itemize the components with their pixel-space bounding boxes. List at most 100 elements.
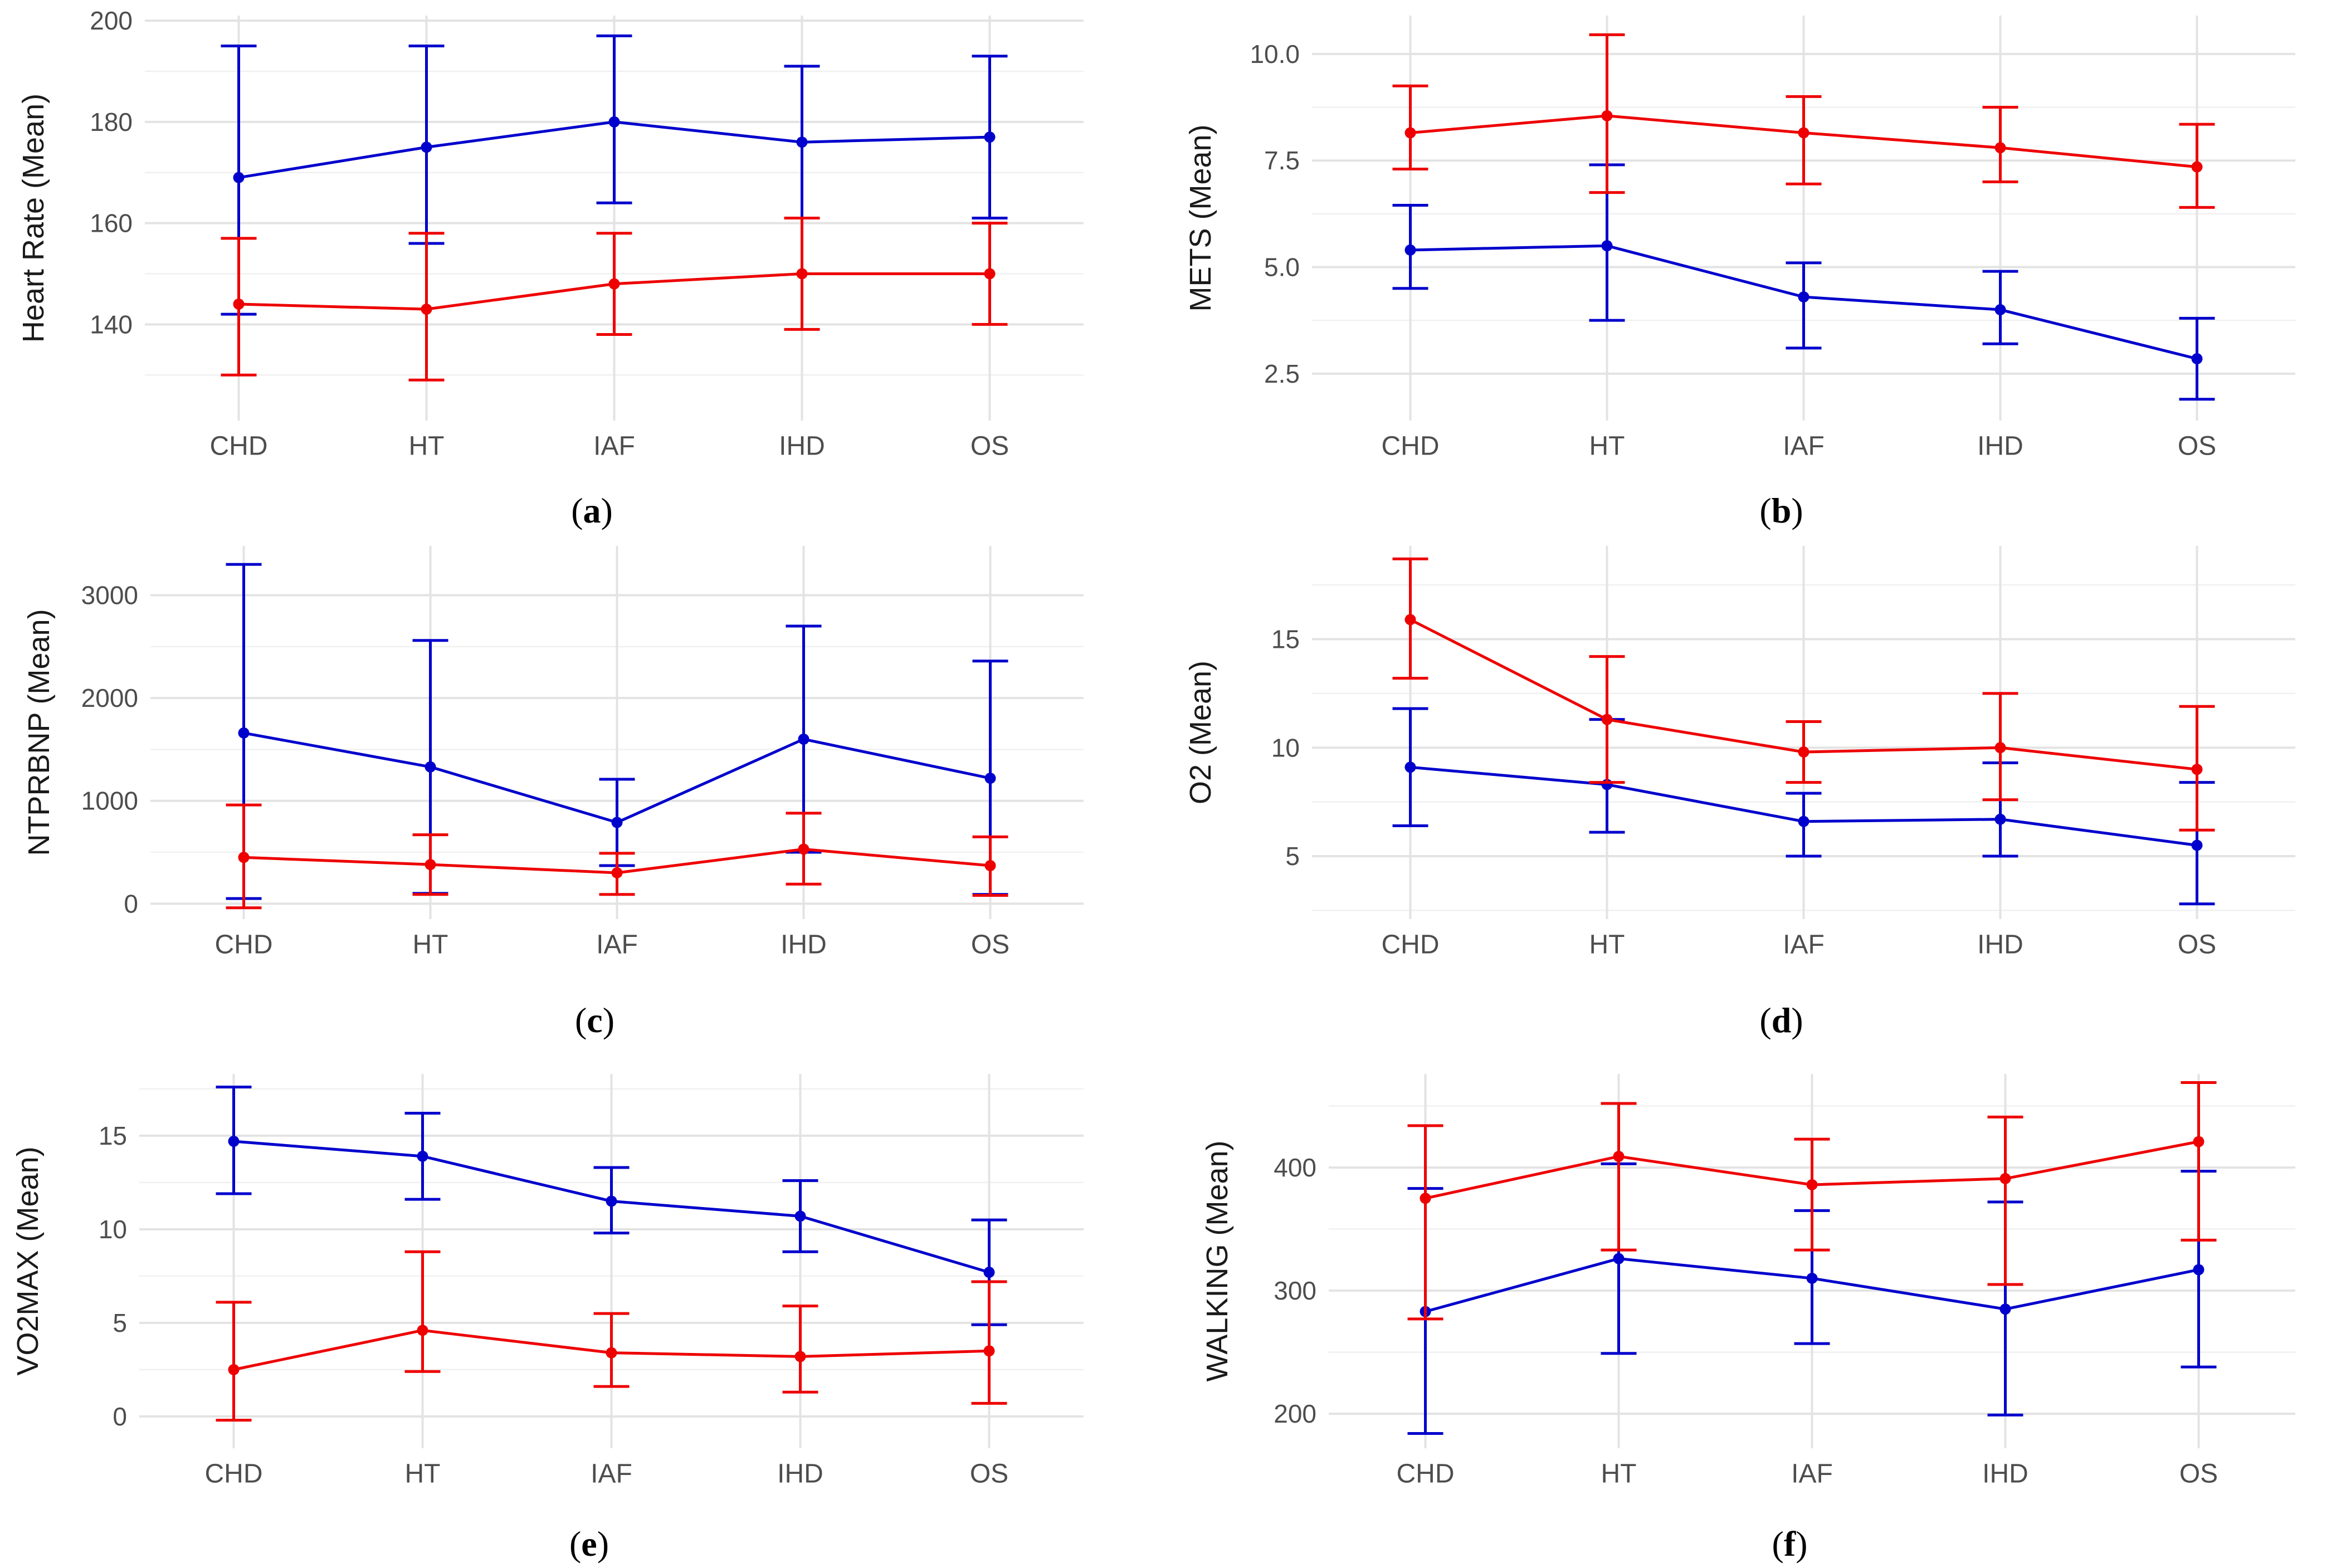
- y-axis-title: METS (Mean): [1184, 124, 1217, 311]
- data-point: [1994, 304, 2006, 316]
- data-point: [233, 172, 245, 183]
- x-tick-label: HT: [1601, 1459, 1637, 1489]
- y-tick-label: 1000: [81, 787, 138, 815]
- series-red: [226, 803, 1008, 910]
- y-tick-label: 400: [1274, 1153, 1316, 1182]
- data-point: [983, 1345, 995, 1357]
- x-tick-label: OS: [970, 1459, 1008, 1489]
- data-point: [1404, 614, 1416, 626]
- x-tick-label: IAF: [1791, 1459, 1833, 1489]
- x-tick-label: IHD: [1982, 1459, 2028, 1489]
- x-tick-label: IAF: [1783, 432, 1825, 461]
- x-tick-label: IAF: [596, 930, 638, 960]
- panel-caption-letter: f: [1783, 1524, 1796, 1564]
- y-tick-label: 2.5: [1264, 359, 1300, 388]
- data-point: [1806, 1179, 1818, 1190]
- y-tick-label: 15: [1271, 625, 1300, 654]
- y-tick-label: 5: [113, 1308, 127, 1337]
- y-tick-label: 2000: [81, 683, 138, 712]
- x-tick-label: IHD: [1977, 930, 2023, 960]
- y-tick-label: 10: [99, 1215, 127, 1244]
- y-axis-title: O2 (Mean): [1184, 661, 1217, 804]
- y-axis-title: NTPRBNP (Mean): [22, 609, 56, 856]
- data-point: [1994, 813, 2006, 825]
- x-tick-label: IAF: [591, 1459, 632, 1489]
- series-red: [216, 1250, 1007, 1422]
- data-point: [2191, 839, 2203, 851]
- y-tick-label: 7.5: [1264, 146, 1300, 175]
- data-point: [238, 727, 250, 739]
- data-point: [233, 298, 245, 310]
- y-tick-label: 10.0: [1250, 40, 1300, 69]
- data-point: [984, 773, 996, 784]
- data-point: [2191, 161, 2203, 173]
- x-tick-label: HT: [1589, 930, 1625, 960]
- panel-caption: (f): [1772, 1524, 1808, 1564]
- series-red: [1407, 1081, 2217, 1321]
- data-point: [798, 843, 809, 855]
- panel-caption-letter: c: [587, 1000, 603, 1040]
- data-point: [1613, 1151, 1625, 1162]
- data-point: [417, 1150, 428, 1162]
- data-point: [794, 1210, 806, 1222]
- data-point: [421, 141, 432, 153]
- data-point: [1404, 244, 1416, 256]
- panel-caption-letter: b: [1771, 491, 1792, 530]
- x-tick-label: CHD: [215, 930, 273, 960]
- data-point: [1999, 1173, 2011, 1184]
- data-point: [606, 1195, 617, 1207]
- x-tick-label: CHD: [1397, 1459, 1455, 1489]
- y-axis-title: WALKING (Mean): [1201, 1140, 1234, 1381]
- chart-panel-c: 0 1000 2000 3000 CHD HT IAF IHD OS NTPRBNP (Mean)…: [0, 529, 1142, 1053]
- gridlines: [1312, 16, 2295, 421]
- panel-caption: (b): [1759, 491, 1803, 530]
- series-red: [1392, 33, 2215, 209]
- data-point: [1601, 714, 1613, 725]
- y-tick-label: 15: [99, 1121, 127, 1150]
- data-point: [1420, 1193, 1431, 1204]
- x-tick-label: OS: [2178, 432, 2216, 461]
- data-point: [796, 268, 808, 280]
- data-point: [611, 867, 623, 878]
- y-tick-label: 5.0: [1264, 253, 1300, 282]
- x-tick-label: IHD: [1977, 432, 2023, 461]
- data-point: [1798, 127, 1810, 139]
- x-tick-label: CHD: [210, 432, 268, 461]
- y-tick-label: 180: [90, 108, 133, 136]
- panel-caption-letter: a: [583, 491, 601, 530]
- y-tick-label: 140: [90, 310, 133, 339]
- series-red: [221, 217, 1008, 382]
- data-point: [608, 278, 620, 290]
- data-point: [1798, 746, 1810, 758]
- y-axis-title: Heart Rate (Mean): [17, 94, 50, 343]
- x-tick-label: IAF: [593, 432, 635, 461]
- data-point: [1613, 1253, 1625, 1264]
- data-point: [1806, 1272, 1818, 1284]
- y-tick-label: 3000: [81, 581, 138, 610]
- data-point: [984, 131, 996, 143]
- y-tick-label: 200: [1274, 1399, 1316, 1428]
- data-point: [1601, 110, 1613, 121]
- x-tick-label: HT: [405, 1459, 441, 1489]
- gridlines: [139, 1074, 1084, 1448]
- chart-panel-b: 2.5 5.0 7.5 10.0 CHD HT IAF IHD OS METS (Mean) (b): [1173, 0, 2346, 551]
- data-point: [984, 860, 996, 872]
- chart-svg-b: 2.5 5.0 7.5 10.0 CHD HT IAF IHD OS METS (Mean): [1184, 16, 2295, 461]
- x-tick-label: IAF: [1783, 930, 1825, 960]
- chart-panel-e: 0 5 10 15 CHD HT IAF IHD OS VO2MAX (Mean) (e): [0, 1058, 1142, 1568]
- chart-svg-c: 0 1000 2000 3000 CHD HT IAF IHD OS NTPRBNP (Mean): [22, 546, 1084, 960]
- x-tick-label: CHD: [205, 1459, 263, 1489]
- y-tick-label: 5: [1285, 842, 1300, 871]
- chart-svg-d: 5 10 15 CHD HT IAF IHD OS O2 (Mean): [1184, 546, 2295, 960]
- chart-svg-e: 0 5 10 15 CHD HT IAF IHD OS VO2MAX (Mean): [11, 1074, 1084, 1489]
- panel-caption-letter: e: [581, 1524, 597, 1564]
- x-tick-label: CHD: [1382, 930, 1440, 960]
- data-point: [608, 116, 620, 128]
- series-blue: [1392, 163, 2215, 401]
- y-tick-label: 300: [1274, 1276, 1316, 1305]
- x-tick-label: HT: [1589, 432, 1625, 461]
- y-axis-title: VO2MAX (Mean): [11, 1146, 45, 1375]
- data-point: [1404, 127, 1416, 139]
- chart-panel-f: 200 300 400 CHD HT IAF IHD OS WALKING (Mean) (f): [1173, 1058, 2346, 1568]
